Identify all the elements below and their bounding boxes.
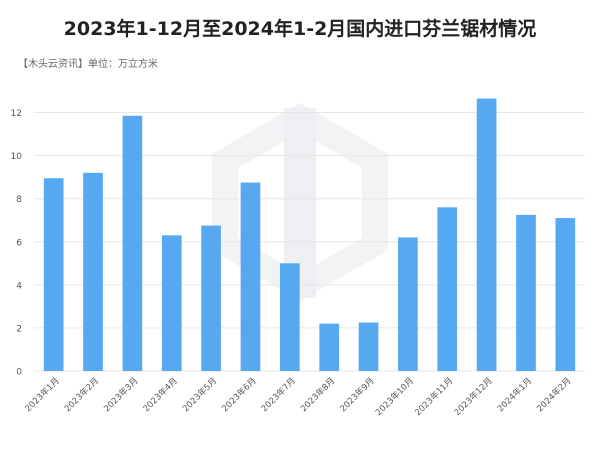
bar [319, 323, 340, 371]
bar [476, 98, 497, 372]
bar [398, 237, 418, 371]
x-tick-label: 2023年5月 [180, 375, 219, 414]
x-tick-label: 2023年8月 [298, 375, 337, 414]
x-tick-label: 2024年1月 [495, 375, 534, 414]
chart-subtitle: 【木头云资讯】单位：万立方米 [18, 59, 158, 70]
bar [555, 218, 576, 371]
x-tick-label: 2023年2月 [62, 375, 101, 414]
bar [43, 178, 64, 371]
chart-title: 2023年1-12月至2024年1-2月国内进口芬兰锯材情况 [63, 18, 537, 40]
y-tick-label: 0 [16, 368, 22, 378]
y-tick-label: 6 [16, 238, 22, 248]
x-tick-label: 2023年12月 [452, 375, 495, 418]
bar [161, 235, 182, 371]
bar [516, 214, 536, 371]
x-tick-label: 2023年4月 [141, 375, 180, 414]
bar [279, 263, 300, 371]
x-axis: 2023年1月 2023年2月 2023年3月 2023年4月 2023年5月 2023年… [23, 375, 574, 418]
x-tick-label: 2023年11月 [413, 375, 456, 418]
x-tick-label: 2024年2月 [535, 375, 574, 414]
x-tick-label: 2023年6月 [220, 375, 259, 414]
watermark-logo [212, 103, 388, 301]
bar [240, 182, 261, 371]
x-tick-label: 2023年7月 [259, 375, 298, 414]
x-tick-label: 2023年1月 [23, 375, 62, 414]
bar [201, 225, 221, 371]
y-tick-label: 12 [11, 109, 22, 119]
bar [83, 172, 103, 371]
y-tick-label: 10 [11, 152, 23, 162]
bars [43, 98, 576, 372]
x-tick-label: 2023年9月 [338, 375, 377, 414]
y-tick-label: 8 [16, 195, 22, 205]
x-tick-label: 2023年10月 [373, 375, 416, 418]
bar [358, 322, 379, 371]
bar [437, 207, 458, 371]
x-tick-label: 2023年3月 [102, 375, 141, 414]
y-tick-label: 2 [16, 324, 22, 334]
bar [122, 115, 143, 372]
y-tick-label: 4 [16, 281, 22, 291]
y-axis: 0 2 4 6 8 10 12 [11, 109, 23, 377]
